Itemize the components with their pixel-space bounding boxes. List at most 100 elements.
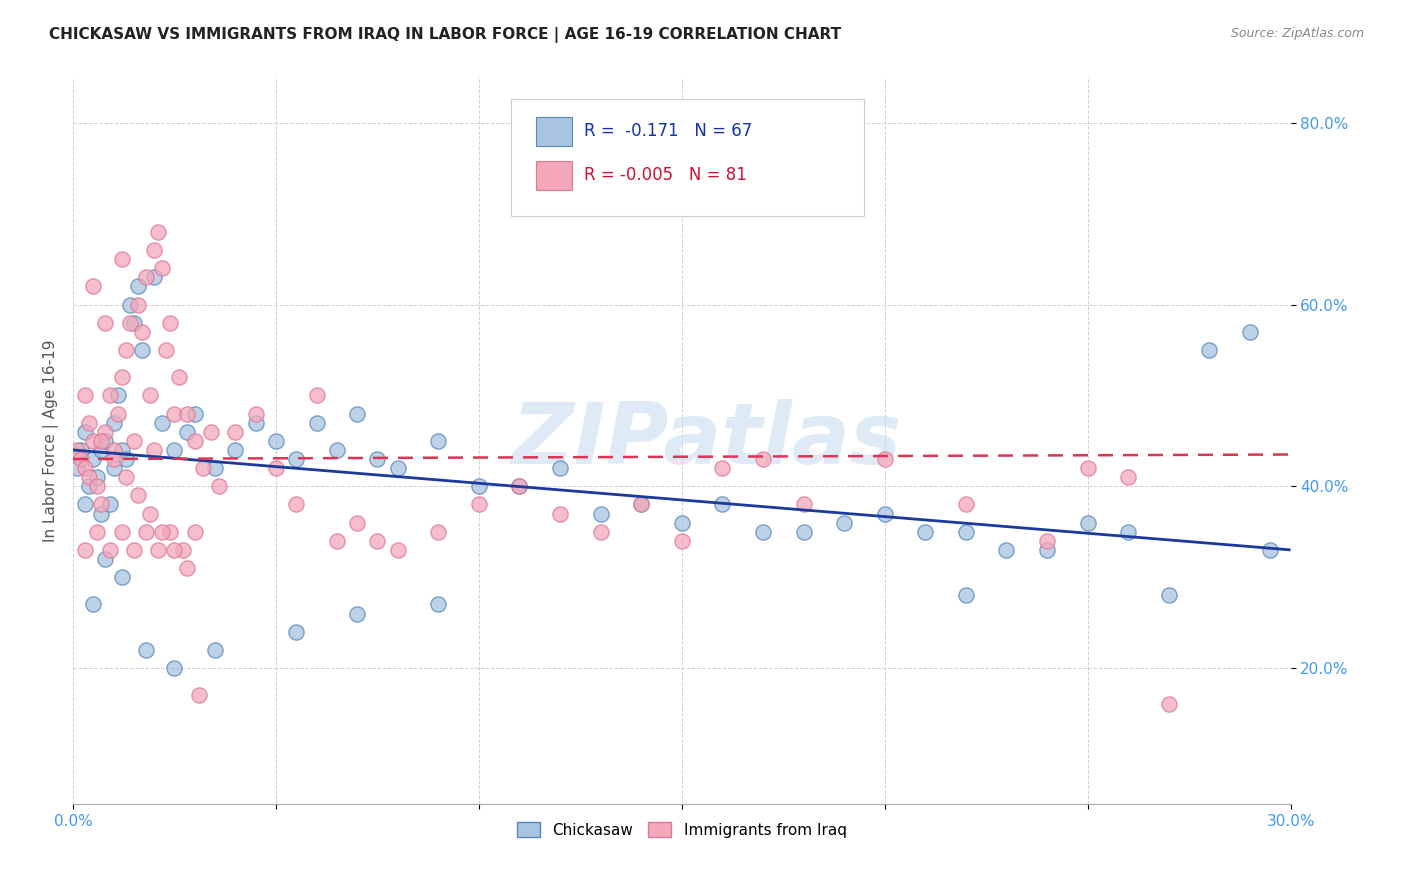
Point [176,425,198,439]
Point [82,452,104,467]
Point [114,343,136,357]
Point [131,325,153,339]
Point [103,416,125,430]
Point [135,270,157,285]
Point [671,516,693,530]
Point [711,461,734,475]
FancyBboxPatch shape [512,99,865,216]
Point [671,533,693,548]
Point [548,507,571,521]
Point [111,252,134,267]
Point [1157,588,1180,602]
Point [285,624,308,639]
Point [200,425,222,439]
Point [70,442,93,457]
Point [111,370,134,384]
Point [98,542,121,557]
Point [711,498,734,512]
Point [468,498,491,512]
Point [184,524,207,539]
Point [873,452,896,467]
Point [103,452,125,467]
Point [86,470,108,484]
Point [163,542,186,557]
Legend: Chickasaw, Immigrants from Iraq: Chickasaw, Immigrants from Iraq [510,815,852,844]
Point [305,388,328,402]
Point [1036,542,1059,557]
Point [630,498,652,512]
Point [793,524,815,539]
Point [143,442,166,457]
Point [548,461,571,475]
Point [264,461,287,475]
Y-axis label: In Labor Force | Age 16-19: In Labor Force | Age 16-19 [44,340,59,542]
Point [204,643,226,657]
FancyBboxPatch shape [536,161,572,190]
Point [427,434,450,448]
Point [118,316,141,330]
Point [159,316,181,330]
Point [143,270,166,285]
Point [111,442,134,457]
Point [832,516,855,530]
Point [75,425,97,439]
Point [114,452,136,467]
Point [955,524,977,539]
Point [82,434,104,448]
Point [94,425,117,439]
Point [150,416,173,430]
Point [1157,698,1180,712]
Point [224,425,246,439]
Point [127,488,149,502]
Point [82,279,104,293]
Point [508,479,530,493]
Point [191,461,214,475]
Point [103,461,125,475]
Point [1198,343,1220,357]
Point [75,542,97,557]
Point [163,661,186,675]
Text: Source: ZipAtlas.com: Source: ZipAtlas.com [1230,27,1364,40]
Point [122,542,145,557]
Point [589,524,612,539]
FancyBboxPatch shape [536,118,572,146]
Point [589,507,612,521]
Point [752,452,775,467]
Point [224,442,246,457]
Point [107,407,129,421]
Point [114,470,136,484]
Point [264,434,287,448]
Point [86,479,108,493]
Text: R = -0.005   N = 81: R = -0.005 N = 81 [585,166,747,184]
Point [139,507,162,521]
Point [82,598,104,612]
Point [914,524,936,539]
Point [77,479,100,493]
Point [427,524,450,539]
Point [873,507,896,521]
Point [326,442,349,457]
Point [75,461,97,475]
Point [208,479,231,493]
Point [148,225,170,239]
Point [122,316,145,330]
Point [135,643,157,657]
Point [245,416,267,430]
Point [111,570,134,584]
Point [1116,470,1139,484]
Point [285,452,308,467]
Point [305,416,328,430]
Point [366,452,388,467]
Point [155,343,177,357]
Point [70,452,93,467]
Point [122,434,145,448]
Point [127,279,149,293]
Point [204,461,226,475]
Point [143,243,166,257]
Point [427,598,450,612]
Point [77,470,100,484]
Point [75,498,97,512]
Point [995,542,1018,557]
Point [167,370,190,384]
Point [90,498,112,512]
